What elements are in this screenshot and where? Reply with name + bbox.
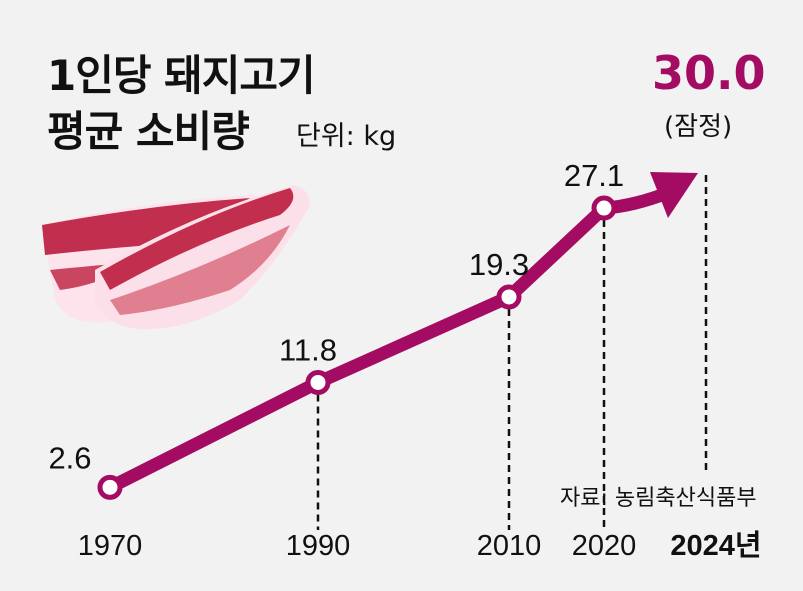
arrow-head [650,172,698,218]
x-tick-label: 2010 [477,530,542,562]
data-point [496,284,522,310]
x-tick-label: 2024년 [670,529,761,562]
x-tick-label: 1990 [286,530,351,562]
data-label: 11.8 [279,332,337,367]
chart-title-line2: 평균 소비량 [47,107,250,156]
data-label: 27.1 [564,158,624,193]
source-label: 자료: 농림축산식품부 [560,486,757,511]
provisional-label: (잠정) [664,112,733,142]
data-label: 19.3 [469,247,529,282]
dashed-drop-lines [316,175,708,530]
data-label: 2.6 [48,440,91,475]
pork-belly-illustration [42,185,310,330]
chart-title-line1: 1인당 돼지고기 [47,51,316,100]
x-tick-label: 1970 [78,530,143,562]
unit-label: 단위: kg [296,121,397,152]
highlight-value: 30.0 [652,46,766,100]
data-point [97,474,123,500]
data-point [305,369,331,395]
x-tick-label: 2020 [572,530,637,562]
data-point [591,195,617,221]
